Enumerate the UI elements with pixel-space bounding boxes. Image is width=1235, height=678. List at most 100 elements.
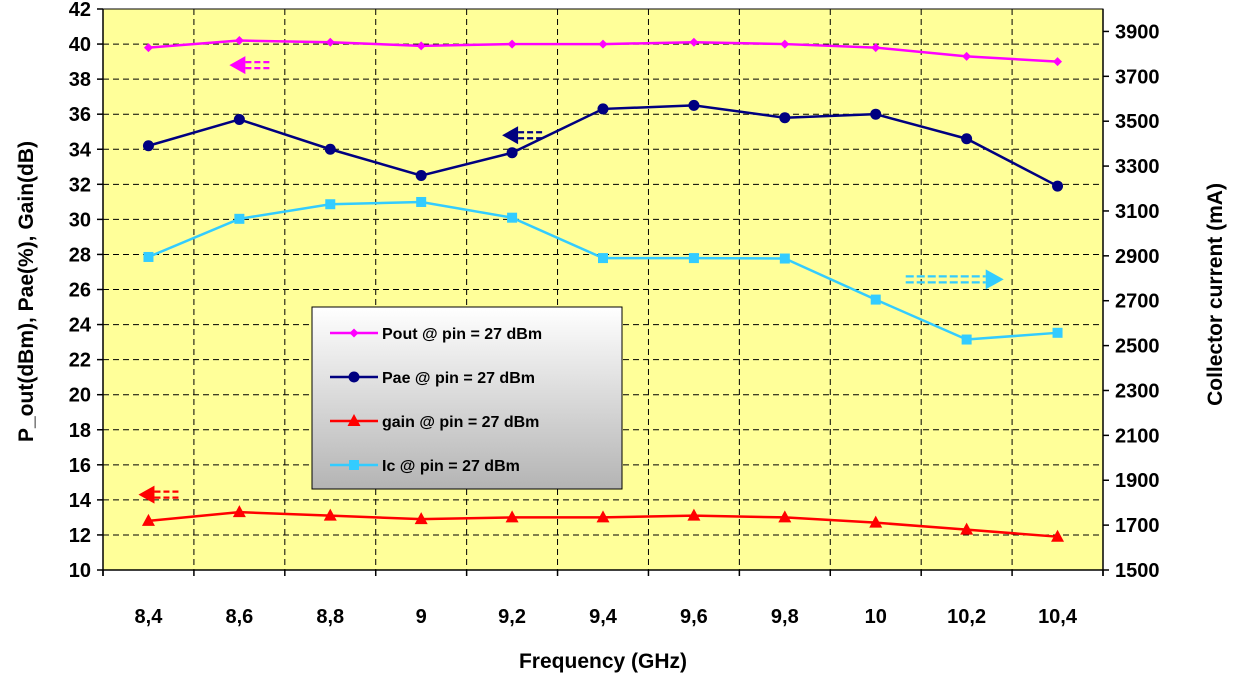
y-right-tick-label: 1700	[1115, 515, 1160, 537]
axis-arrow-left	[229, 56, 270, 75]
y-left-tick-label: 20	[69, 385, 91, 407]
y-left-tick-label: 24	[69, 315, 92, 337]
y-left-tick-label: 34	[69, 139, 92, 161]
data-point	[1051, 529, 1065, 542]
data-point	[142, 140, 154, 152]
data-point	[778, 510, 792, 523]
data-point	[780, 39, 790, 49]
data-point	[960, 522, 974, 535]
x-tick-label: 8,6	[225, 606, 253, 628]
legend-label: gain @ pin = 27 dBm	[382, 414, 539, 431]
data-point	[689, 37, 699, 47]
legend-entry: Pae @ pin = 27 dBm	[330, 370, 535, 387]
x-tick-label: 10,2	[947, 606, 986, 628]
arrow-head	[229, 56, 246, 75]
y-left-tick-label: 14	[69, 490, 92, 512]
x-tick-label: 9	[416, 606, 427, 628]
data-point	[506, 147, 518, 159]
data-point	[323, 508, 337, 521]
data-point	[962, 51, 972, 61]
data-point	[961, 334, 972, 345]
data-point	[416, 196, 427, 207]
x-tick-label: 9,4	[589, 606, 618, 628]
y-left-tick-label: 18	[69, 420, 91, 442]
y-left-tick-label: 30	[69, 209, 91, 231]
y-right-tick-label: 1900	[1115, 470, 1160, 492]
axis-arrow-left	[138, 485, 179, 504]
y-right-tick-label: 2700	[1115, 291, 1160, 313]
y-right-tick-label: 3500	[1115, 111, 1160, 133]
data-point	[779, 253, 790, 264]
x-tick-label: 8,4	[135, 606, 164, 628]
y-left-tick-label: 12	[69, 525, 91, 547]
data-point	[687, 508, 701, 521]
series-3	[143, 196, 1063, 345]
y-left-tick-label: 32	[69, 174, 91, 196]
series-0	[143, 36, 1063, 67]
data-point	[141, 513, 155, 526]
data-point	[869, 515, 883, 528]
series-2	[141, 505, 1065, 542]
data-point	[233, 113, 245, 125]
legend-marker	[349, 460, 359, 470]
y-right-tick-label: 2900	[1115, 246, 1160, 268]
y-right-tick-label: 2500	[1115, 336, 1160, 358]
legend-label: Ic @ pin = 27 dBm	[382, 458, 520, 475]
x-tick-label: 9,6	[680, 606, 708, 628]
data-point	[1052, 180, 1064, 192]
data-point	[234, 36, 244, 46]
data-point	[143, 251, 154, 262]
y-axis-right-title: Collector current (mA)	[1204, 183, 1227, 406]
data-point	[507, 39, 517, 49]
y-right-tick-label: 2300	[1115, 380, 1160, 402]
y-axis-left-title: P_out(dBm), Pae(%), Gain(dB)	[15, 141, 38, 442]
data-point	[598, 39, 608, 49]
data-point	[871, 43, 881, 53]
data-point	[688, 99, 700, 111]
legend-entry: Pout @ pin = 27 dBm	[330, 326, 542, 343]
legend-box	[311, 306, 623, 490]
arrow-head	[985, 269, 1004, 290]
data-point	[598, 253, 608, 264]
y-left-tick-label: 36	[69, 104, 91, 126]
legend-marker	[348, 371, 360, 383]
data-point	[416, 41, 426, 51]
data-point	[505, 510, 519, 523]
x-tick-label: 8,8	[316, 606, 344, 628]
legend-entry: Ic @ pin = 27 dBm	[330, 458, 520, 475]
data-point	[1053, 57, 1063, 67]
data-point	[415, 170, 427, 182]
data-point	[143, 43, 153, 53]
y-left-tick-label: 10	[69, 560, 91, 582]
series-1	[142, 99, 1064, 192]
data-point	[232, 505, 246, 518]
arrow-head	[502, 126, 519, 145]
arrow-head	[138, 485, 155, 504]
data-point	[234, 213, 245, 224]
data-point	[688, 253, 699, 264]
x-tick-label: 9,2	[498, 606, 526, 628]
data-point	[596, 510, 610, 523]
data-point	[1052, 327, 1063, 338]
y-left-tick-label: 40	[69, 34, 91, 56]
axis-arrow-left	[502, 126, 543, 145]
data-point	[961, 133, 973, 145]
data-point	[870, 294, 881, 305]
axis-arrow-right	[905, 269, 1004, 290]
data-point	[414, 512, 428, 525]
x-tick-label: 9,8	[771, 606, 799, 628]
legend-marker	[347, 414, 361, 426]
y-left-tick-label: 42	[69, 0, 91, 21]
data-point	[325, 199, 336, 210]
data-point	[870, 108, 882, 120]
legend-label: Pae @ pin = 27 dBm	[382, 370, 535, 387]
data-point	[325, 37, 335, 47]
legend-entry: gain @ pin = 27 dBm	[330, 414, 539, 431]
y-left-tick-label: 26	[69, 280, 91, 302]
y-right-tick-label: 1500	[1115, 560, 1160, 582]
y-left-tick-label: 38	[69, 69, 91, 91]
legend-marker	[349, 328, 359, 338]
data-point	[779, 112, 791, 124]
